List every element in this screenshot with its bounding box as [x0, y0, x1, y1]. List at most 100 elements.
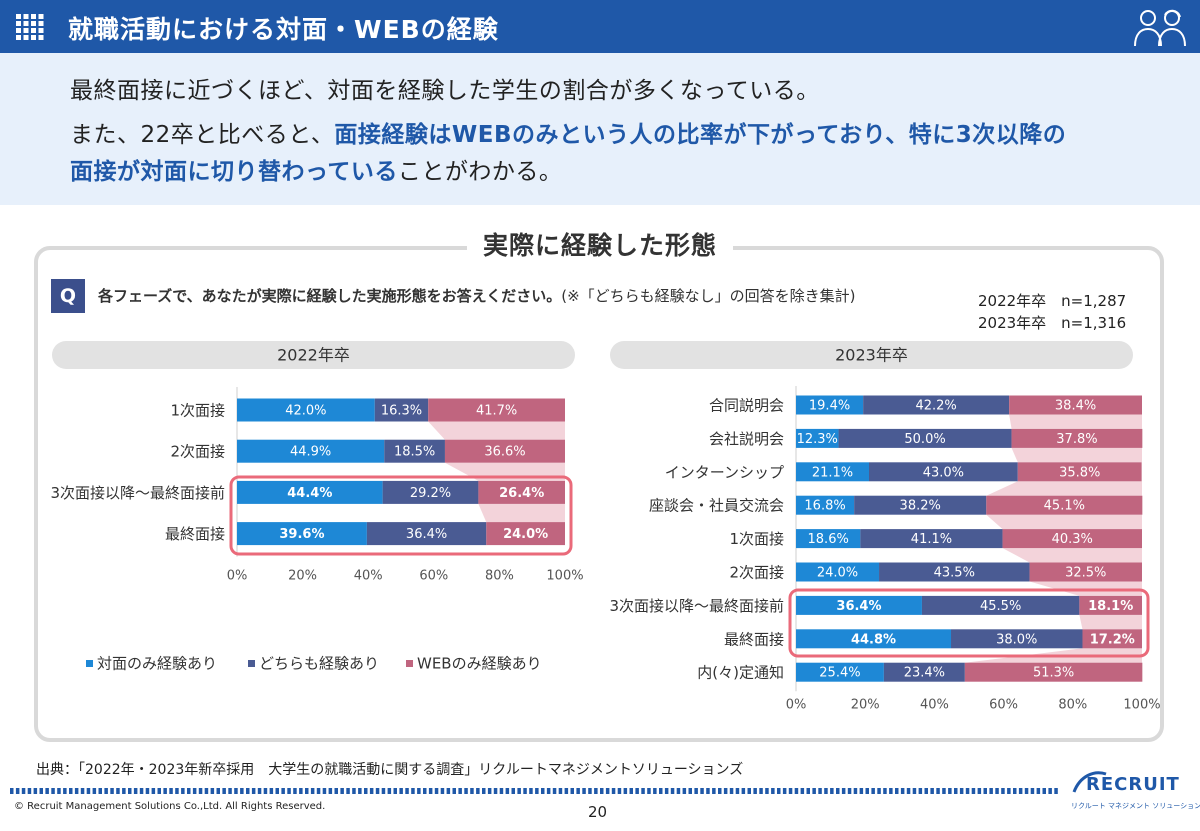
footer-dot [659, 788, 663, 794]
footer-dot [718, 788, 722, 794]
footer-dot [181, 788, 185, 794]
footer-dot [582, 788, 586, 794]
footer-dot [965, 788, 970, 794]
section-pill-1 [610, 341, 1133, 369]
data-label-1-1-0: 12.3% [797, 432, 838, 447]
footer-dot [1048, 788, 1052, 794]
footer-dot [812, 788, 816, 794]
footer-dot [558, 788, 563, 794]
legend-label-0: 対面のみ経験あり [97, 655, 217, 673]
footer-dot [794, 788, 799, 794]
footer-dot [222, 788, 226, 794]
footer-dot [346, 788, 350, 794]
footer-dot [352, 788, 356, 794]
footer-dot [86, 788, 91, 794]
footer-dot [1007, 788, 1011, 794]
bar-segment-0-3-2 [486, 522, 565, 546]
footer-dot [39, 788, 43, 794]
footer-dot [841, 788, 846, 794]
chart-area: 2022年卒 1次面接 42.0% 16.3% 41.7% 2次面接 44.9% 18.5% 3… [50, 341, 1161, 713]
footer-dot [387, 788, 392, 794]
footer-dot [670, 788, 675, 794]
x-tick-1-1: 20% [851, 698, 880, 713]
footer-dot [328, 788, 333, 794]
footer-dot [57, 788, 61, 794]
footer-dot [21, 788, 26, 794]
summary-line-2: また、22卒と比べると、面接経験はWEBのみという人の比率が下がっており、特に3… [70, 122, 1067, 148]
footer-dot [434, 788, 439, 794]
footer-dot [853, 788, 858, 794]
data-label-0-3-2: 24.0% [503, 527, 548, 542]
connector-1-1 [1011, 447, 1142, 463]
footer-dot [187, 788, 191, 794]
data-label-1-7-2: 17.2% [1090, 632, 1135, 647]
footer-dot [700, 788, 704, 794]
category-label-1-5: 2次面接 [729, 564, 784, 582]
footer-dot [906, 788, 911, 794]
footer-dot [552, 788, 557, 794]
bar-segment-1-7-0 [796, 629, 952, 649]
footer-dot [293, 788, 297, 794]
footer-dot [334, 788, 338, 794]
footer-dot [116, 788, 120, 794]
data-label-1-6-1: 45.5% [980, 599, 1021, 614]
footer-dot [375, 788, 380, 794]
category-label-1-8: 内(々)定通知 [697, 664, 784, 682]
footer-dot [198, 788, 203, 794]
bar-segment-1-6-0 [796, 595, 922, 615]
footer-dot [782, 788, 787, 794]
footer-dot [305, 788, 309, 794]
data-label-1-0-1: 42.2% [915, 399, 956, 414]
footer-dot [688, 788, 692, 794]
footer-dot [936, 788, 940, 794]
bar-segment-0-0-0 [237, 398, 375, 422]
data-label-1-2-2: 35.8% [1059, 465, 1100, 480]
bar-segment-0-1-2 [444, 439, 565, 463]
footer-dot [1018, 788, 1023, 794]
data-label-1-5-1: 43.5% [934, 566, 975, 581]
category-label-0-1: 2次面接 [170, 443, 225, 461]
footer-dot [80, 788, 85, 794]
data-label-0-3-1: 36.4% [406, 527, 447, 542]
footer-dot [800, 788, 805, 794]
bar-segment-1-4-1 [860, 529, 1003, 549]
summary-box: 最終面接に近づくほど、対面を経験した学生の割合が多くなっている。 また、22卒と… [0, 53, 1200, 205]
panel-title: 実際に経験した形態 [0, 226, 1200, 262]
highlight-box-0 [229, 475, 573, 556]
footer-dot [482, 788, 486, 794]
legend-marker-1 [248, 660, 255, 667]
section-pill-0 [52, 341, 575, 369]
bar-segment-1-8-2 [964, 662, 1143, 682]
sample-size-2022: 2022年卒 n=1,287 [978, 292, 1127, 310]
footer-dot [1001, 788, 1005, 794]
data-label-0-2-2: 26.4% [499, 486, 544, 501]
x-tick-0-4: 80% [485, 569, 514, 584]
footer-dot [470, 788, 474, 794]
footer-dot [310, 788, 315, 794]
legend-marker-2 [406, 660, 413, 667]
footer-dot [493, 788, 498, 794]
footer-dot [269, 788, 274, 794]
bar-segment-1-0-2 [1009, 395, 1142, 415]
page-number: 20 [588, 803, 608, 821]
footer-dot [948, 788, 952, 794]
footer-dot [92, 788, 97, 794]
footer-dot [723, 788, 728, 794]
question-text: 各フェーズで、あなたが実際に経験した実施形態をお答えください。(※「どちらも経験… [98, 287, 856, 305]
bar-segment-1-5-1 [879, 562, 1030, 582]
data-label-1-4-1: 41.1% [911, 532, 952, 547]
footer-dot [765, 788, 769, 794]
footer-dot [98, 788, 102, 794]
legend-marker-0 [86, 660, 93, 667]
x-tick-0-0: 0% [227, 569, 248, 584]
bar-segment-1-1-0 [796, 428, 839, 448]
legend-label-2: WEBのみ経験あり [417, 655, 542, 673]
data-label-1-4-0: 18.6% [808, 532, 849, 547]
connector-1-2 [986, 481, 1142, 496]
bar-segment-1-4-2 [1002, 529, 1142, 549]
data-label-0-2-1: 29.2% [410, 486, 451, 501]
footer-dot [511, 788, 515, 794]
footer-dot [729, 788, 734, 794]
footer-dot [281, 788, 285, 794]
x-tick-1-0: 0% [786, 698, 807, 713]
